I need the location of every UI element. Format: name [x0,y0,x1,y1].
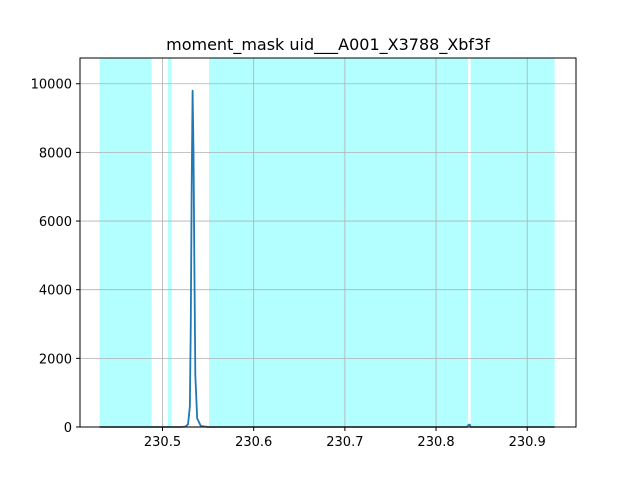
x-tick-label-4: 230.8 [417,435,454,450]
chart-title: moment_mask uid___A001_X3788_Xbf3f [166,35,490,55]
spectrum-line [99,89,555,428]
shaded-ranges [99,58,555,427]
y-axis-ticks: 0 2000 4000 6000 8000 10000 [31,78,80,436]
y-tick-label-4: 6000 [39,215,72,230]
y-tick-label-5: 8000 [39,146,72,161]
y-tick-label-1: 0 [64,421,72,436]
plot-frame [79,57,577,428]
x-tick-label-2: 230.6 [235,435,272,450]
shaded-range-4 [470,58,555,427]
y-tick-label-3: 4000 [39,284,72,299]
x-tick-label-3: 230.7 [326,435,363,450]
x-axis-ticks: 230.5 230.6 230.7 230.8 230.9 [144,427,546,450]
shaded-range-3 [209,58,468,427]
x-tick-label-1: 230.5 [144,435,181,450]
shaded-range-2 [167,58,172,427]
shaded-range-1 [99,58,152,427]
y-tick-label-2: 2000 [39,352,72,367]
y-tick-label-6: 10000 [31,78,72,93]
x-tick-label-5: 230.9 [509,435,546,450]
